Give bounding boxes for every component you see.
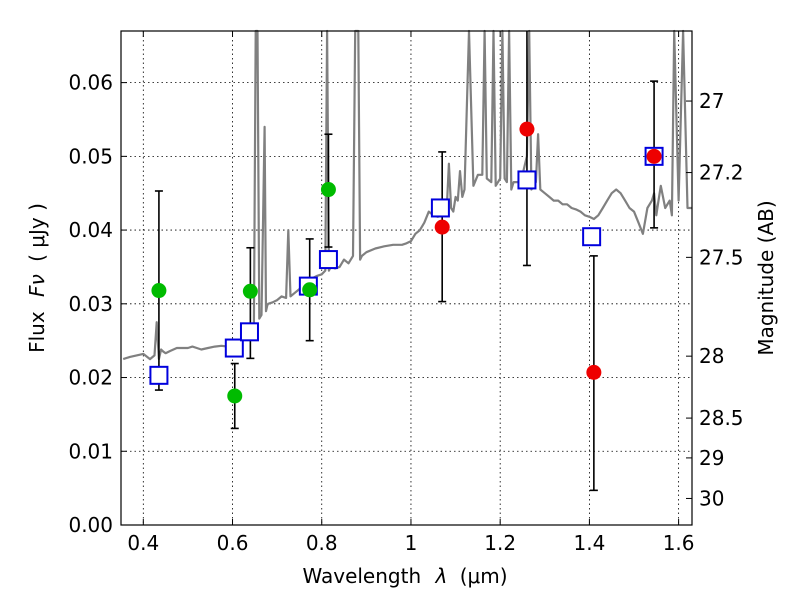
x-tick-label: 1.4 bbox=[573, 531, 605, 555]
x-axis-label-text: Wavelength bbox=[302, 564, 421, 588]
model-point bbox=[430, 198, 450, 218]
model-point bbox=[239, 322, 259, 342]
spectrum-line bbox=[122, 29, 692, 361]
y-axis-label: Flux Fν ( μJy ) bbox=[25, 203, 49, 353]
model-point bbox=[582, 227, 602, 247]
x-tick-label: 1.2 bbox=[484, 531, 516, 555]
observed-point-layer bbox=[151, 121, 662, 404]
x-tick-label: 1 bbox=[405, 531, 418, 555]
green-data-point bbox=[242, 283, 258, 299]
green-data-point bbox=[302, 282, 318, 298]
red-data-point bbox=[646, 148, 662, 164]
x-axis-label-symbol: λ bbox=[435, 564, 448, 588]
green-data-point bbox=[320, 182, 336, 198]
mag-tick-label: 27.5 bbox=[699, 245, 744, 269]
y-axis-label-text: Flux bbox=[25, 311, 49, 353]
mag-tick-label: 29 bbox=[699, 446, 724, 470]
grid-lines bbox=[121, 31, 692, 526]
green-data-point bbox=[227, 388, 243, 404]
y-tick-label: 0.00 bbox=[68, 513, 113, 537]
mag-tick-label: 28 bbox=[699, 344, 724, 368]
x-tick-label: 0.6 bbox=[217, 531, 249, 555]
y-tick-label: 0.03 bbox=[68, 292, 113, 316]
spectrum-layer bbox=[122, 29, 692, 361]
y-tick-label: 0.01 bbox=[68, 439, 113, 463]
model-point bbox=[517, 170, 537, 190]
x-tick-label: 0.4 bbox=[127, 531, 159, 555]
y-axis-label-symbol: Fν bbox=[25, 274, 49, 297]
mag-tick-label: 30 bbox=[699, 486, 724, 510]
error-bar-layer bbox=[154, 31, 659, 492]
green-data-point bbox=[151, 283, 167, 299]
x-axis-label: Wavelength λ (μm) bbox=[302, 564, 507, 588]
x-tick-label: 1.6 bbox=[663, 531, 695, 555]
model-point bbox=[224, 338, 244, 358]
model-point bbox=[149, 365, 169, 385]
red-data-point bbox=[434, 219, 450, 235]
model-point-layer bbox=[149, 146, 664, 385]
y-tick-label: 0.02 bbox=[68, 366, 113, 390]
model-point bbox=[318, 250, 338, 270]
mag-tick-label: 27.2 bbox=[699, 161, 744, 185]
x-axis-label-unit: (μm) bbox=[460, 564, 508, 588]
axis-ticks: 0.4 0.6 0.8 1 1.2 1.4 1.6 0.00 0.01 0.02 0.03 0.04 0… bbox=[68, 31, 744, 555]
y-tick-label: 0.04 bbox=[68, 218, 113, 242]
mag-tick-label: 27 bbox=[699, 89, 724, 113]
red-data-point bbox=[586, 364, 602, 380]
plot-frame bbox=[120, 30, 693, 526]
y-tick-label: 0.06 bbox=[68, 71, 113, 95]
red-data-point bbox=[519, 121, 535, 137]
y-axis-label-unit: ( μJy ) bbox=[25, 203, 49, 262]
y-tick-label: 0.05 bbox=[68, 144, 113, 168]
mag-tick-label: 28.5 bbox=[699, 406, 744, 430]
y-axis-right-label: Magnitude (AB) bbox=[754, 200, 778, 355]
x-tick-label: 0.8 bbox=[306, 531, 338, 555]
